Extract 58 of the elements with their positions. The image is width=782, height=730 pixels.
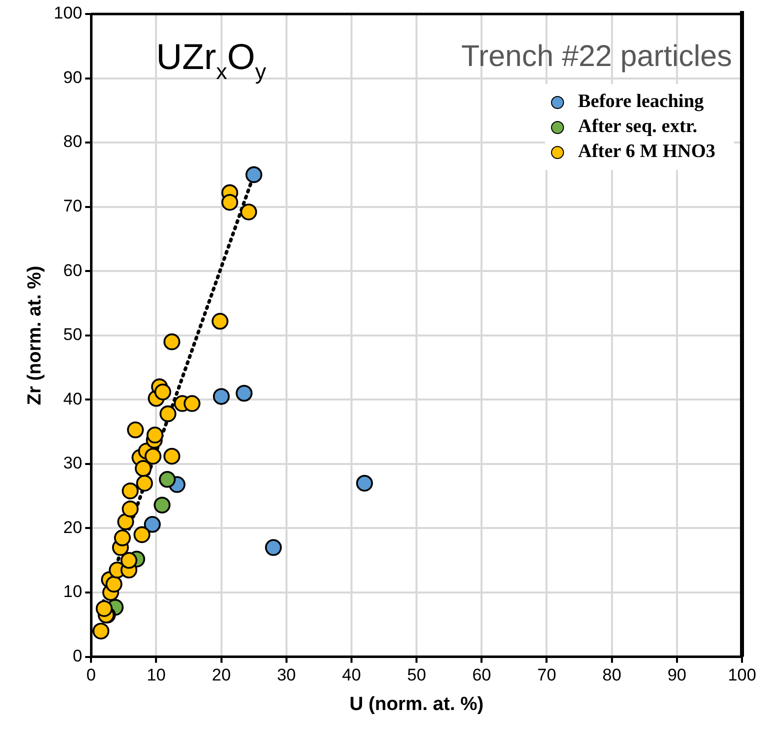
x-tick-label: 20 bbox=[212, 666, 231, 685]
text: Trench #22 particles bbox=[461, 40, 732, 73]
point bbox=[114, 529, 131, 546]
legend-label: After 6 M HNO3 bbox=[578, 141, 716, 163]
point bbox=[163, 333, 180, 350]
y-tick-label: 100 bbox=[54, 4, 82, 23]
point bbox=[184, 395, 200, 412]
point bbox=[163, 448, 180, 465]
y-tick-label: 70 bbox=[63, 196, 82, 216]
x-tick-label: 40 bbox=[342, 666, 361, 685]
point bbox=[212, 388, 230, 405]
point bbox=[144, 516, 161, 533]
x-tick-label: 50 bbox=[407, 666, 426, 685]
y-tick-label: 30 bbox=[63, 454, 82, 473]
point bbox=[134, 526, 150, 544]
y-tick-label: 80 bbox=[63, 132, 82, 152]
x-tick-label: 30 bbox=[276, 666, 296, 685]
point bbox=[154, 384, 172, 400]
point bbox=[221, 194, 238, 211]
y-axis-title: Zr (norm. at. %) bbox=[24, 266, 46, 406]
y-tick-label: 20 bbox=[63, 518, 82, 537]
y-tick-label: 0 bbox=[72, 646, 82, 666]
x-tick-label: 100 bbox=[728, 666, 756, 685]
point bbox=[122, 482, 139, 500]
y-tick-label: 90 bbox=[63, 68, 82, 87]
point bbox=[134, 460, 152, 477]
point bbox=[160, 405, 176, 422]
x-tick-label: 0 bbox=[86, 666, 96, 685]
point bbox=[144, 448, 162, 465]
point bbox=[158, 470, 176, 488]
point bbox=[212, 312, 228, 330]
x-tick-label: 10 bbox=[146, 666, 166, 685]
point bbox=[106, 576, 122, 593]
y-tick-label: 60 bbox=[63, 260, 82, 280]
point bbox=[146, 426, 164, 444]
point bbox=[265, 539, 282, 556]
point bbox=[122, 500, 139, 518]
legend-label: After seq. extr. bbox=[578, 116, 698, 138]
point bbox=[245, 166, 262, 184]
y-tick-label: 10 bbox=[63, 582, 82, 602]
point bbox=[236, 384, 253, 402]
point bbox=[96, 600, 113, 617]
point bbox=[120, 552, 138, 569]
x-tick-label: 80 bbox=[602, 666, 622, 685]
y-tick-label: 40 bbox=[63, 389, 82, 408]
y-tick-label: 50 bbox=[63, 325, 82, 344]
point bbox=[92, 622, 110, 640]
point bbox=[356, 474, 373, 492]
point bbox=[154, 496, 171, 514]
point bbox=[127, 421, 144, 438]
x-tick-label: 60 bbox=[472, 666, 492, 685]
legend-label: Before leaching bbox=[578, 91, 705, 113]
point bbox=[117, 513, 134, 530]
point bbox=[240, 204, 258, 220]
point bbox=[136, 474, 153, 492]
x-axis-title: U (norm. at. %) bbox=[350, 694, 484, 715]
x-tick-label: 70 bbox=[537, 666, 556, 685]
x-tick-label: 90 bbox=[667, 666, 686, 685]
